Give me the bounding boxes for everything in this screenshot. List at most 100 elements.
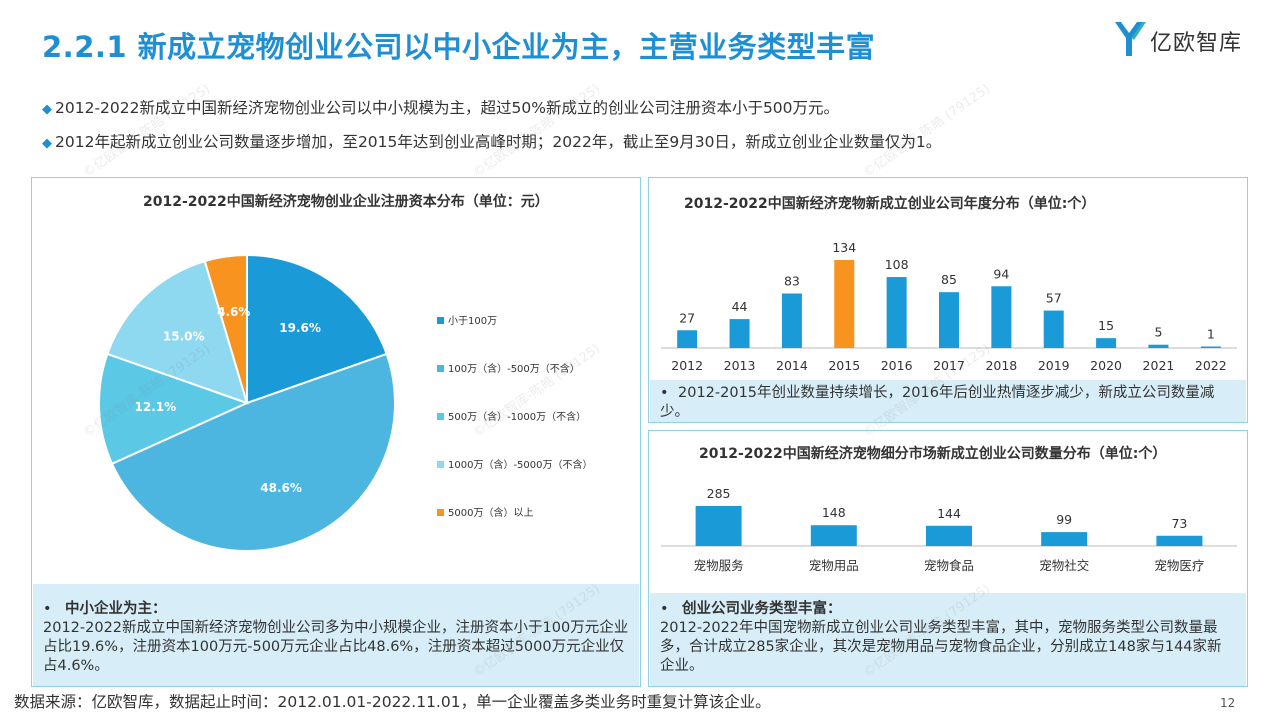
legend-label: 500万（含）-1000万（不含） bbox=[448, 412, 587, 423]
bar-value-label: 57 bbox=[1046, 291, 1062, 306]
bar-value-label: 27 bbox=[679, 310, 695, 325]
x-tick-label: 宠物服务 bbox=[694, 558, 744, 573]
legend-swatch bbox=[437, 461, 444, 468]
bar-value-label: 1 bbox=[1207, 327, 1215, 342]
bar bbox=[810, 525, 857, 546]
top-note: • 2012-2015年创业数量持续增长，2016年后创业热情逐步减少，新成立公司… bbox=[650, 380, 1246, 422]
yearly-bar-chart: 27 2012 44 2013 83 2014 134 2015 108 2016 85 2017 94… bbox=[661, 240, 1237, 373]
x-tick-label: 2019 bbox=[1038, 358, 1070, 373]
pie-slice bbox=[106, 259, 249, 405]
pie-slice bbox=[203, 253, 248, 404]
bar-value-label: 85 bbox=[941, 272, 957, 287]
bar bbox=[1096, 338, 1117, 348]
diamond-icon: ◆ bbox=[42, 136, 52, 151]
pie-slice bbox=[98, 352, 250, 466]
summary-bullet-2: ◆ 2012年起新成立创业公司数量逐步增加，至2015年达到创业高峰时期；2022… bbox=[42, 130, 941, 152]
bar-value-label: 285 bbox=[707, 486, 731, 501]
pie-chart: 19.6% 48.6% 12.1% 15.0% 4.6% bbox=[98, 253, 396, 552]
x-tick-label: 2015 bbox=[828, 358, 860, 373]
pie-slice bbox=[110, 352, 396, 552]
pie-slice-label: 12.1% bbox=[135, 400, 177, 414]
bar bbox=[939, 292, 959, 348]
legend-swatch bbox=[437, 365, 444, 372]
legend-swatch bbox=[437, 317, 444, 324]
bar bbox=[1156, 535, 1203, 546]
pie-slice-label: 48.6% bbox=[260, 481, 302, 495]
note-text: 2012-2022年中国宠物新成立创业公司业务类型丰富，其中，宠物服务类型公司数… bbox=[660, 620, 1222, 674]
bar-value-label: 148 bbox=[822, 505, 846, 520]
brand-logo: 亿欧智库 bbox=[1112, 18, 1252, 60]
legend-item: 5000万（含）以上 bbox=[437, 504, 533, 519]
x-tick-label: 2012 bbox=[671, 358, 703, 373]
diamond-icon: ◆ bbox=[42, 102, 52, 117]
bar bbox=[781, 293, 802, 348]
x-tick-label: 2016 bbox=[881, 358, 913, 373]
bar-value-label: 134 bbox=[832, 240, 856, 255]
data-source: 数据来源：亿欧智库，数据起止时间：2012.01.01-2022.11.01，单… bbox=[14, 693, 771, 711]
segment-bar-chart: 285 宠物服务 148 宠物用品 144 宠物食品 99 宠物社交 73 宠物医疗 bbox=[661, 486, 1237, 573]
note-text: 2012-2015年创业数量持续增长，2016年后创业热情逐步减少，新成立公司数… bbox=[660, 385, 1215, 420]
legend-item: 1000万（含）-5000万（不含） bbox=[437, 456, 593, 471]
legend-label: 100万（含）-500万（不含） bbox=[448, 364, 580, 375]
bottom-note: • 创业公司业务类型丰富： 2012-2022年中国宠物新成立创业公司业务类型丰富… bbox=[650, 593, 1246, 686]
legend-swatch bbox=[437, 413, 444, 420]
legend-label: 1000万（含）-5000万（不含） bbox=[448, 460, 593, 471]
legend-item: 500万（含）-1000万（不含） bbox=[437, 408, 586, 423]
pie-slice-label: 15.0% bbox=[163, 330, 205, 344]
bar-value-label: 94 bbox=[993, 266, 1009, 281]
note-heading: 创业公司业务类型丰富： bbox=[682, 601, 842, 617]
summary-bullet-text: 2012年起新成立创业公司数量逐步增加，至2015年达到创业高峰时期；2022年… bbox=[55, 133, 942, 151]
note-bullet: • bbox=[660, 385, 669, 401]
x-tick-label: 2013 bbox=[724, 358, 756, 373]
page-number: 12 bbox=[1220, 696, 1236, 710]
bar-value-label: 15 bbox=[1098, 318, 1114, 333]
bar-value-label: 44 bbox=[732, 299, 748, 314]
note-heading: 中小企业为主： bbox=[65, 601, 167, 617]
pie-chart-title: 2012-2022中国新经济宠物创业企业注册资本分布（单位：元） bbox=[143, 194, 549, 210]
bar bbox=[834, 260, 855, 348]
x-tick-label: 2017 bbox=[933, 358, 965, 373]
logo-icon bbox=[1115, 22, 1146, 56]
left-note: • 中小企业为主： 2012-2022新成立中国新经济宠物创业公司多为中小规模企业… bbox=[33, 584, 639, 686]
logo-text: 亿欧智库 bbox=[1150, 31, 1243, 56]
summary-bullet-1: ◆ 2012-2022新成立中国新经济宠物创业公司以中小规模为主，超过50%新成立… bbox=[42, 96, 839, 118]
pie-slice-label: 4.6% bbox=[217, 305, 250, 319]
page-title: 2.2.1 新成立宠物创业公司以中小企业为主，主营业务类型丰富 bbox=[42, 30, 876, 64]
bar-value-label: 83 bbox=[784, 273, 800, 288]
legend-label: 小于100万 bbox=[448, 316, 498, 327]
x-tick-label: 宠物社交 bbox=[1039, 558, 1089, 573]
segment-distribution-panel: 2012-2022中国新经济宠物细分市场新成立创业公司数量分布（单位:个） 28… bbox=[648, 430, 1248, 687]
bar bbox=[1200, 346, 1221, 348]
bar bbox=[926, 525, 972, 546]
note-text: 2012-2022新成立中国新经济宠物创业公司多为中小规模企业，注册资本小于10… bbox=[43, 620, 629, 674]
x-tick-label: 宠物用品 bbox=[809, 558, 859, 573]
bar bbox=[695, 506, 742, 546]
pie-slice-label: 19.6% bbox=[279, 321, 321, 335]
yearly-distribution-panel: 2012-2022中国新经济宠物新成立创业公司年度分布（单位:个） 27 2012… bbox=[648, 177, 1248, 423]
bar bbox=[1041, 532, 1088, 546]
bar bbox=[1148, 344, 1169, 348]
bar-value-label: 73 bbox=[1171, 516, 1187, 531]
x-tick-label: 宠物医疗 bbox=[1154, 558, 1204, 573]
bar-value-label: 99 bbox=[1056, 512, 1072, 527]
bar bbox=[729, 319, 750, 348]
bar-value-label: 144 bbox=[937, 506, 961, 521]
legend-label: 5000万（含）以上 bbox=[448, 508, 534, 519]
legend-swatch bbox=[437, 509, 444, 516]
bar bbox=[677, 330, 698, 348]
bar bbox=[991, 286, 1012, 348]
x-tick-label: 2021 bbox=[1143, 358, 1175, 373]
capital-distribution-panel: 2012-2022中国新经济宠物创业企业注册资本分布（单位：元） 19.6% 48… bbox=[31, 177, 641, 687]
x-tick-label: 2014 bbox=[776, 358, 808, 373]
legend-item: 小于100万 bbox=[437, 312, 497, 327]
legend-item: 100万（含）-500万（不含） bbox=[437, 360, 580, 375]
bar bbox=[1043, 310, 1064, 348]
yearly-chart-title: 2012-2022中国新经济宠物新成立创业公司年度分布（单位:个） bbox=[684, 196, 1096, 212]
bar-value-label: 108 bbox=[885, 257, 909, 272]
summary-bullet-text: 2012-2022新成立中国新经济宠物创业公司以中小规模为主，超过50%新成立的… bbox=[55, 99, 840, 117]
x-tick-label: 宠物食品 bbox=[924, 558, 974, 573]
x-tick-label: 2022 bbox=[1195, 358, 1227, 373]
segment-chart-title: 2012-2022中国新经济宠物细分市场新成立创业公司数量分布（单位:个） bbox=[699, 446, 1167, 462]
note-bullet: • bbox=[660, 601, 669, 617]
x-tick-label: 2018 bbox=[985, 358, 1017, 373]
